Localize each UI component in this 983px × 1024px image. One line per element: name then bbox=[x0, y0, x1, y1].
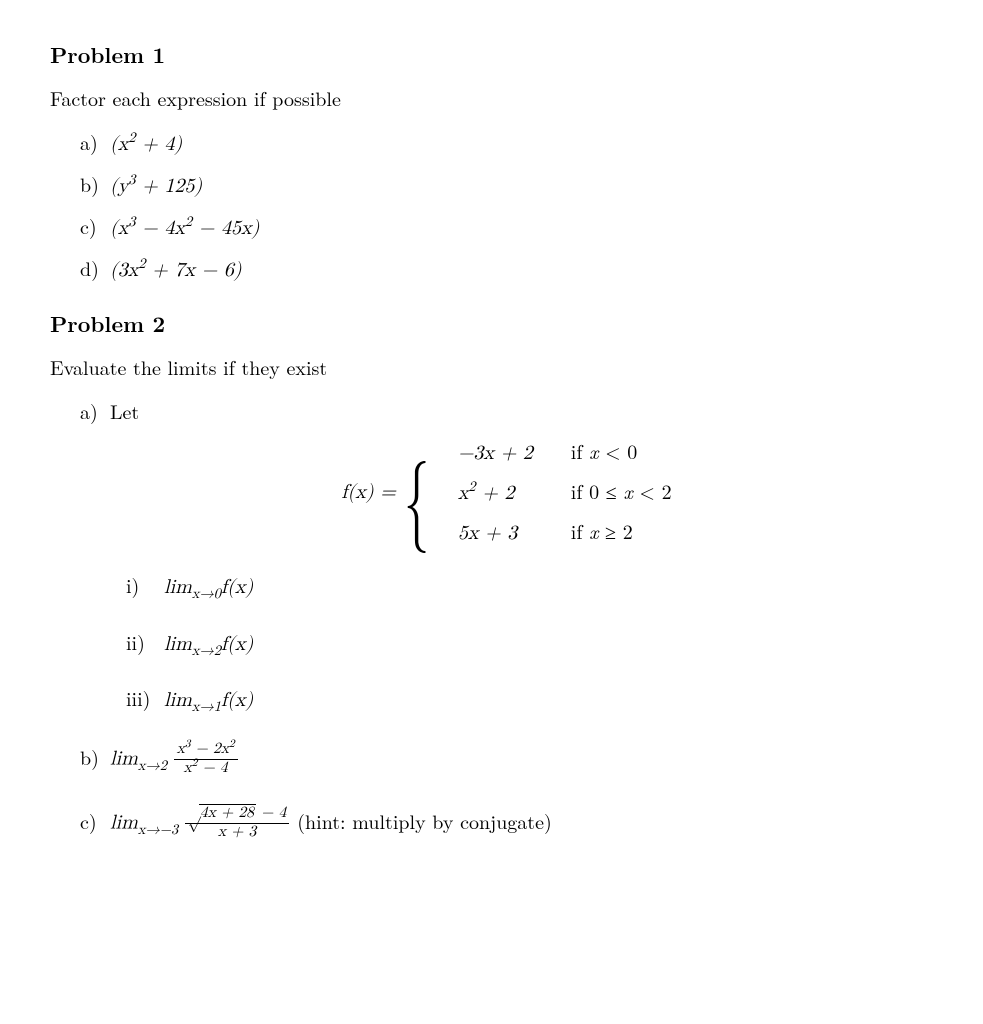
case-1-cond: if x < 0 bbox=[571, 436, 672, 466]
p2-b-expr: limx→2 x3 − 2x2 x2 − 4 bbox=[110, 743, 238, 778]
p2-a-ii-expr: limx→2f(x) bbox=[164, 629, 253, 662]
p2-b-den: x2 − 4 bbox=[174, 760, 238, 778]
p2-a-i-label: i) bbox=[126, 570, 164, 600]
case-1-expr: −3x + 2 bbox=[458, 438, 533, 468]
problem-2-list: a) Let f(x) = { −3x + 2 if x < 0 x2 + 2 … bbox=[50, 396, 933, 842]
p2-b-label: b) bbox=[80, 742, 110, 772]
p1-a-label: a) bbox=[80, 127, 110, 157]
p2-a-piecewise: f(x) = { −3x + 2 if x < 0 x2 + 2 if 0 ≤ … bbox=[80, 436, 933, 548]
p1-item-a: a) (x2 + 4) bbox=[80, 127, 933, 159]
p2-a-iii-expr: limx→1f(x) bbox=[164, 685, 253, 718]
p1-c-expr: (x3 − 4x2 − 45x) bbox=[110, 213, 259, 243]
p1-b-label: b) bbox=[80, 169, 110, 199]
problem-1-title: Problem 1 bbox=[50, 38, 933, 71]
p2-c-den: x + 3 bbox=[185, 824, 289, 842]
p1-a-expr: (x2 + 4) bbox=[110, 129, 182, 159]
p1-item-c: c) (x3 − 4x2 − 45x) bbox=[80, 211, 933, 243]
case-3-cond: if x ≥ 2 bbox=[571, 516, 672, 546]
p2-item-a: a) Let bbox=[80, 396, 933, 426]
problem-1-intro: Factor each expression if possible bbox=[50, 83, 933, 113]
piecewise-lhs: f(x) = bbox=[341, 477, 395, 507]
p2-c-num: √4x + 28 − 4 bbox=[185, 805, 289, 824]
p2-a-i-expr: limx→0f(x) bbox=[164, 572, 253, 605]
p2-item-b: b) limx→2 x3 − 2x2 x2 − 4 bbox=[80, 742, 933, 778]
p2-item-c: c) limx→−3 √4x + 28 − 4 x + 3 (hint: mul… bbox=[80, 806, 933, 842]
p2-a-iii: iii) limx→1f(x) bbox=[126, 683, 933, 718]
p1-c-label: c) bbox=[80, 211, 110, 241]
p2-a-ii: ii) limx→2f(x) bbox=[126, 627, 933, 662]
p2-c-label: c) bbox=[80, 806, 110, 836]
p2-a-text: Let bbox=[110, 396, 139, 426]
p2-a-i: i) limx→0f(x) bbox=[126, 570, 933, 605]
p2-a-iii-label: iii) bbox=[126, 683, 164, 713]
p2-a-ii-label: ii) bbox=[126, 627, 164, 657]
p1-item-b: b) (y3 + 125) bbox=[80, 169, 933, 201]
p1-d-expr: (3x2 + 7x − 6) bbox=[110, 255, 242, 285]
problem-1-list: a) (x2 + 4) b) (y3 + 125) c) (x3 − 4x2 −… bbox=[50, 127, 933, 285]
case-2-cond: if 0 ≤ x < 2 bbox=[571, 476, 672, 506]
piecewise-cases: −3x + 2 if x < 0 x2 + 2 if 0 ≤ x < 2 5x … bbox=[458, 436, 672, 548]
p1-item-d: d) (3x2 + 7x − 6) bbox=[80, 253, 933, 285]
p2-c-hint: (hint: multiply by conjugate) bbox=[297, 806, 552, 836]
case-2-expr: x2 + 2 bbox=[458, 478, 533, 508]
p2-a-label: a) bbox=[80, 396, 110, 426]
p2-a-sublist: i) limx→0f(x) ii) limx→2f(x) iii) limx→1… bbox=[80, 570, 933, 718]
p2-b-num: x3 − 2x2 bbox=[174, 741, 238, 760]
piecewise-brace-icon: { bbox=[404, 453, 429, 531]
p1-d-label: d) bbox=[80, 253, 110, 283]
case-3-expr: 5x + 3 bbox=[458, 518, 533, 548]
p1-b-expr: (y3 + 125) bbox=[110, 171, 202, 201]
p2-c-expr: limx→−3 √4x + 28 − 4 x + 3 bbox=[110, 807, 289, 842]
problem-2-intro: Evaluate the limits if they exist bbox=[50, 352, 933, 382]
problem-2-title: Problem 2 bbox=[50, 307, 933, 340]
